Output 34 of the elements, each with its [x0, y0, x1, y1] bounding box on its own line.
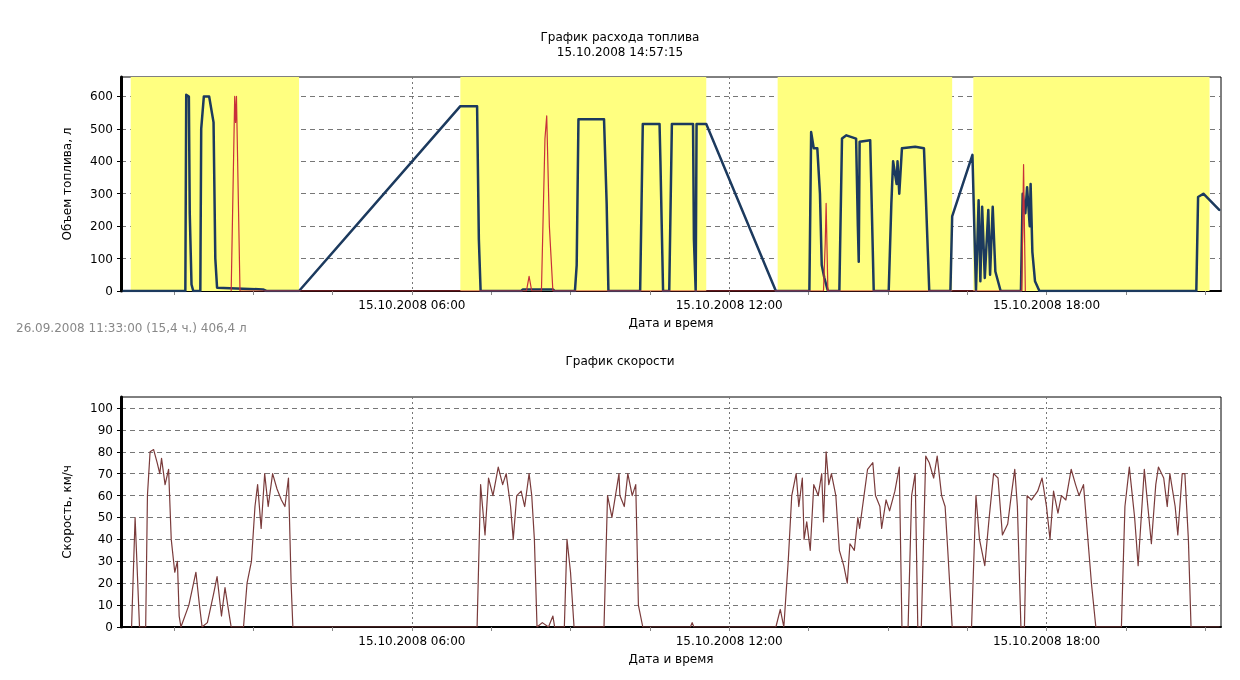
x-tick-label: 15.10.2008 06:00 — [358, 298, 466, 312]
y-tick-label: 100 — [90, 251, 113, 266]
x-tick-label: 15.10.2008 12:00 — [675, 298, 783, 312]
x-tick-label: 15.10.2008 18:00 — [992, 634, 1101, 648]
x-axis-title: Дата и время — [628, 652, 714, 666]
x-tick-label: 15.10.2008 06:00 — [358, 634, 466, 648]
y-tick-label: 200 — [90, 219, 113, 234]
y-tick-label: 50 — [97, 510, 113, 525]
y-tick-label: 20 — [97, 576, 113, 591]
y-tick-label: 80 — [97, 444, 113, 459]
y-tick-label: 10 — [97, 598, 113, 613]
x-tick-label: 15.10.2008 12:00 — [675, 634, 783, 648]
y-tick-label: 500 — [90, 121, 113, 136]
y-tick-label: 30 — [97, 554, 113, 569]
y-tick-label: 100 — [90, 400, 113, 415]
chart-subtitle: 15.10.2008 14:57:15 — [556, 45, 684, 59]
y-tick-label: 60 — [97, 488, 113, 503]
y-tick-label: 90 — [97, 422, 113, 437]
chart-title: График расхода топлива — [540, 30, 700, 44]
y-axis-title: Скорость, км/ч — [60, 465, 74, 559]
chart-title: График скорости — [565, 354, 675, 368]
y-tick-label: 600 — [90, 89, 113, 104]
y-tick-label: 40 — [97, 532, 113, 547]
line-series — [130, 448, 1220, 628]
x-axis-title: Дата и время — [628, 316, 714, 330]
x-tick-label: 15.10.2008 18:00 — [992, 298, 1101, 312]
y-tick-label: 70 — [97, 466, 113, 481]
line-series — [230, 95, 1026, 292]
y-tick-label: 400 — [90, 154, 113, 169]
text: 26.09.2008 11:33:00 (15,4 ч.) 406,4 л — [16, 321, 247, 335]
y-tick-label: 0 — [105, 620, 113, 634]
y-tick-label: 300 — [90, 186, 113, 201]
y-axis-title: Объем топлива, л — [60, 127, 74, 241]
y-tick-label: 0 — [105, 284, 113, 298]
